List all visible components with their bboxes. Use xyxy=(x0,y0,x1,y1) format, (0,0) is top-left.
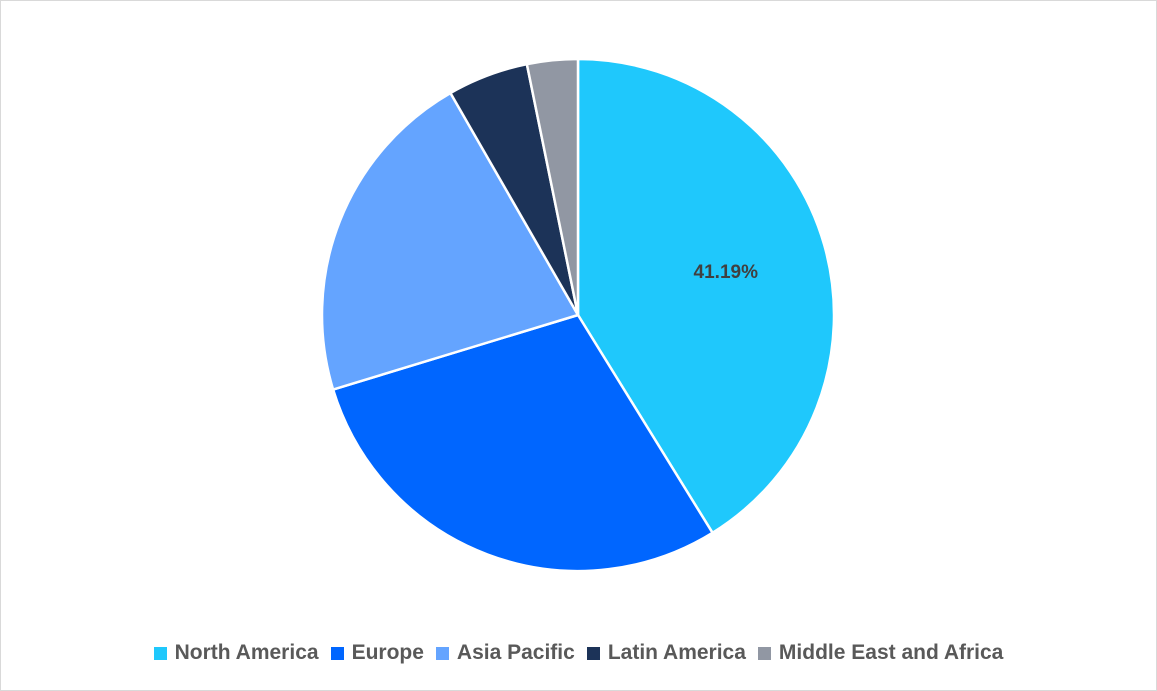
pie-slice-asia-pacific xyxy=(320,91,580,391)
pie-slice-middle-east-and-africa xyxy=(525,57,580,317)
pie-slices xyxy=(320,57,836,573)
chart-legend: North America Europe Asia Pacific Latin Ame… xyxy=(0,641,1157,665)
legend-swatch-europe xyxy=(330,646,344,660)
legend-label: Middle East and Africa xyxy=(778,641,1004,664)
pie-slice-europe xyxy=(331,313,714,573)
pie-slice-north-america xyxy=(576,57,836,535)
legend-label: Europe xyxy=(351,641,424,664)
legend-item-europe: Europe xyxy=(330,641,424,665)
data-label-north-america: 41.19% xyxy=(694,262,759,283)
legend-item-latin-america: Latin America xyxy=(586,641,746,665)
legend-label: Latin America xyxy=(607,641,746,664)
legend-swatch-middle-east-and-africa xyxy=(757,646,771,660)
legend-swatch-latin-america xyxy=(586,646,600,660)
legend-swatch-north-america xyxy=(153,646,167,660)
legend-item-middle-east-and-africa: Middle East and Africa xyxy=(757,641,1004,665)
legend-item-asia-pacific: Asia Pacific xyxy=(435,641,575,665)
legend-item-north-america: North America xyxy=(153,641,319,665)
legend-swatch-asia-pacific xyxy=(435,646,449,660)
legend-label: North America xyxy=(174,641,319,664)
legend-label: Asia Pacific xyxy=(456,641,575,664)
pie-data-labels: 41.19% xyxy=(694,262,759,283)
